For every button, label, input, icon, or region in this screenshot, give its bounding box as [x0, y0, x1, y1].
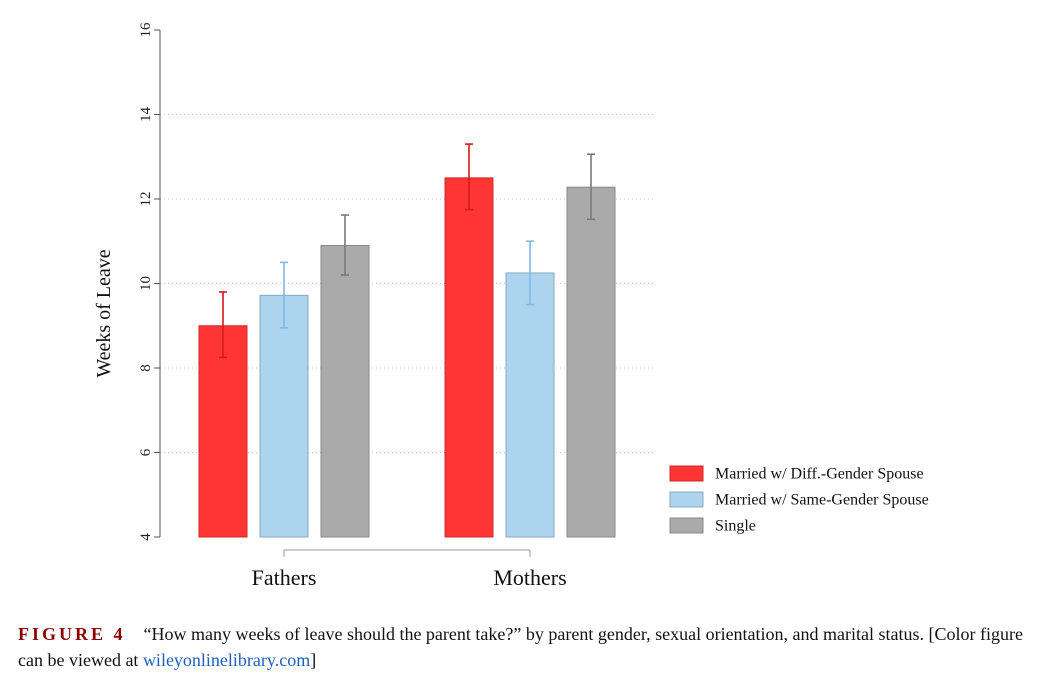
bars — [198, 177, 616, 538]
caption-link[interactable]: wileyonlinelibrary.com — [142, 650, 311, 670]
bar — [259, 294, 309, 538]
bar — [444, 177, 494, 538]
y-tick-label: 4 — [138, 533, 154, 541]
bar — [566, 186, 616, 538]
legend-swatch — [669, 517, 704, 534]
y-tick-label: 8 — [138, 364, 154, 372]
caption-end: ] — [310, 650, 317, 670]
legend: Married w/ Diff.-Gender Spouse Married w/… — [669, 465, 929, 535]
legend-label: Married w/ Diff.-Gender Spouse — [715, 466, 924, 483]
y-tick-label: 10 — [138, 276, 154, 291]
bar-chart: 4 6 8 10 12 14 16 Weeks of Leave Fathers Mothers… — [93, 22, 929, 590]
bar — [505, 272, 555, 538]
y-tick-label: 12 — [138, 192, 154, 207]
y-axis-title: Weeks of Leave — [93, 249, 115, 377]
x-tick-label: Mothers — [493, 565, 566, 590]
legend-label: Married w/ Same-Gender Spouse — [715, 492, 929, 509]
x-axis: Fathers Mothers — [252, 549, 567, 590]
caption-text: “How many weeks of leave should the pare… — [18, 624, 1023, 670]
figure-label: FIGURE 4 — [18, 624, 126, 644]
y-axis: 4 6 8 10 12 14 16 Weeks of Leave — [93, 22, 161, 541]
legend-swatch — [669, 491, 704, 508]
error-bars — [219, 143, 595, 359]
y-tick-label: 6 — [138, 448, 154, 456]
y-tick-label: 16 — [138, 22, 154, 38]
x-tick-label: Fathers — [252, 565, 317, 590]
figure-caption: FIGURE 4 “How many weeks of leave should … — [18, 621, 1028, 673]
legend-swatch — [669, 465, 704, 482]
y-tick-label: 14 — [138, 107, 154, 123]
legend-label: Single — [715, 518, 756, 535]
bar — [320, 244, 370, 538]
